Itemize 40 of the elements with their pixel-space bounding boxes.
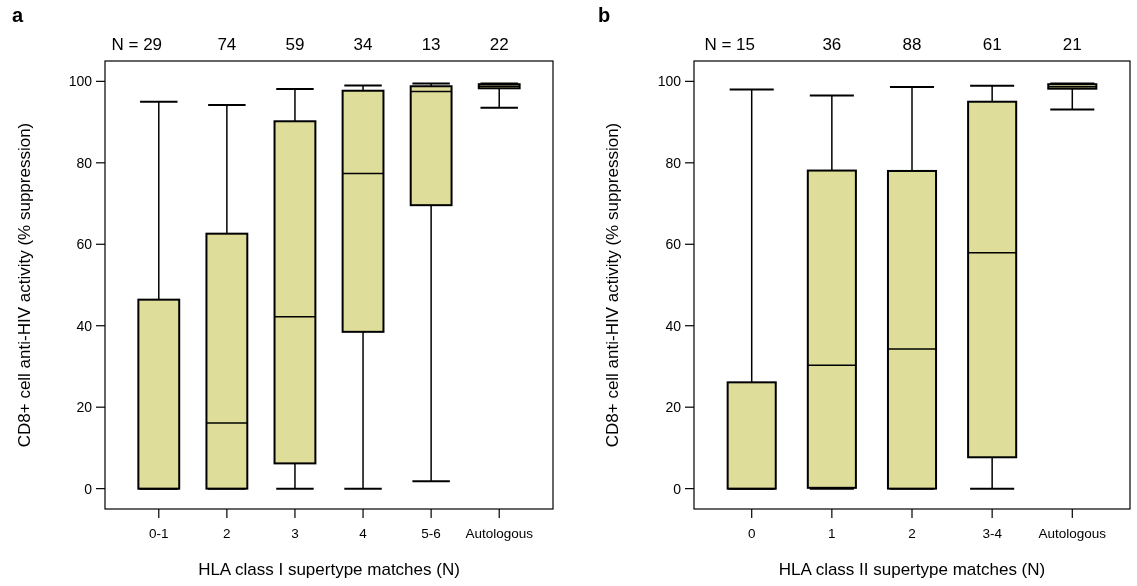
x-axis-title: HLA class I supertype matches (N) bbox=[198, 560, 460, 579]
text: 13 bbox=[421, 35, 441, 54]
y-tick-label: 100 bbox=[68, 73, 93, 90]
y-tick-label: 40 bbox=[665, 317, 682, 334]
text: N = 29 bbox=[111, 35, 163, 54]
y-tick-label: 20 bbox=[76, 399, 93, 416]
text: N = 15 bbox=[704, 35, 755, 54]
y-tick-label: 40 bbox=[76, 317, 93, 334]
y-tick-label: 100 bbox=[657, 73, 682, 90]
x-tick-label: 3-4 bbox=[982, 526, 1003, 541]
x-tick-label: 1 bbox=[828, 526, 836, 541]
y-tick-label: 60 bbox=[76, 236, 93, 253]
x-tick-label: 4 bbox=[359, 526, 368, 541]
chart-title: a bbox=[12, 4, 24, 26]
chart-title: b bbox=[598, 4, 611, 26]
text: 61 bbox=[982, 35, 1002, 54]
text: 36 bbox=[822, 35, 842, 54]
x-axis-title: HLA class II supertype matches (N) bbox=[778, 560, 1046, 579]
y-tick-label: 0 bbox=[673, 480, 682, 497]
text: 59 bbox=[285, 35, 305, 54]
x-tick-label: 5-6 bbox=[421, 526, 441, 541]
text: 21 bbox=[1062, 35, 1082, 54]
x-tick-label: 0 bbox=[747, 526, 756, 541]
y-axis-title: CD8+ cell anti-HIV activity (% suppression) bbox=[15, 122, 34, 448]
x-tick-label: 2 bbox=[908, 526, 916, 541]
text: 74 bbox=[217, 35, 237, 54]
text: 34 bbox=[353, 35, 373, 54]
y-axis-title: CD8+ cell anti-HIV activity (% suppression) bbox=[603, 122, 622, 448]
y-tick-label: 60 bbox=[665, 236, 682, 253]
y-tick-label: 80 bbox=[665, 154, 682, 171]
y-tick-label: 20 bbox=[665, 399, 682, 416]
y-tick-label: 0 bbox=[84, 480, 93, 497]
x-tick-label: 2 bbox=[223, 526, 231, 541]
y-tick-label: 80 bbox=[76, 154, 93, 171]
x-tick-label: 0-1 bbox=[149, 526, 169, 541]
x-tick-label: Autologous bbox=[465, 526, 534, 541]
text: 88 bbox=[902, 35, 922, 54]
x-tick-label: Autologous bbox=[1038, 526, 1107, 541]
x-tick-label: 3 bbox=[291, 526, 299, 541]
text: 22 bbox=[489, 35, 509, 54]
